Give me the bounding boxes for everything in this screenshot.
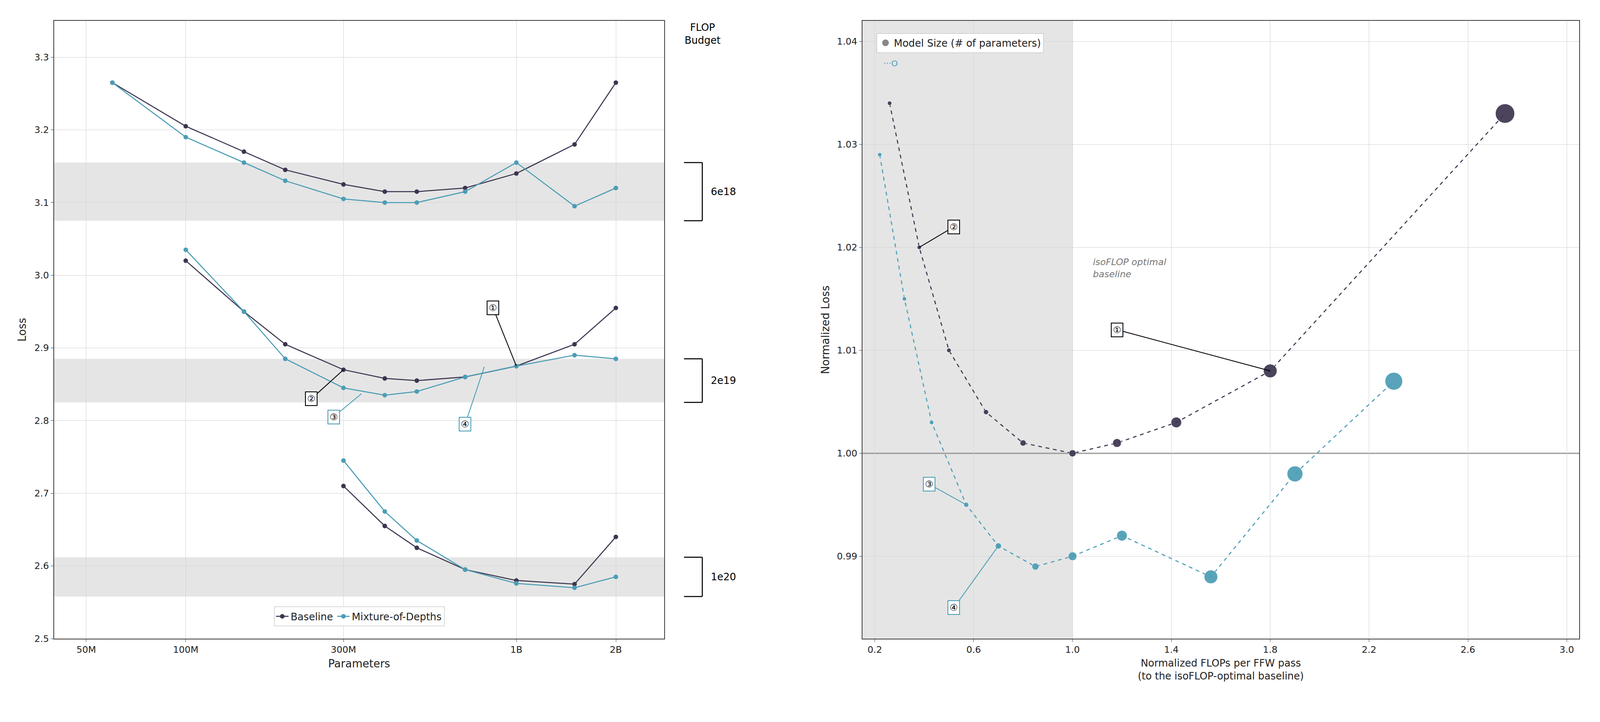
svg-text:50M: 50M [76,644,96,655]
svg-text:0.6: 0.6 [966,644,981,655]
svg-text:④: ④ [460,418,470,430]
svg-text:3.1: 3.1 [34,197,50,208]
svg-text:3.0: 3.0 [1559,644,1575,655]
svg-text:Baseline: Baseline [290,610,334,623]
svg-text:100M: 100M [172,644,199,655]
svg-text:④: ④ [949,602,958,613]
svg-text:3.0: 3.0 [34,270,50,281]
svg-text:1.8: 1.8 [1262,644,1278,655]
svg-text:Model Size (# of parameters): Model Size (# of parameters) [893,37,1041,50]
svg-text:1.02: 1.02 [836,242,858,253]
svg-text:2.9: 2.9 [34,342,50,353]
svg-text:isoFLOP optimalbaseline: isoFLOP optimalbaseline [1092,256,1167,280]
svg-text:①: ① [1112,324,1122,335]
svg-text:2.6: 2.6 [34,560,50,571]
svg-text:Normalized FLOPs per FFW pass(: Normalized FLOPs per FFW pass(to the iso… [1137,657,1304,682]
svg-text:③: ③ [925,478,934,490]
svg-text:2.5: 2.5 [34,633,50,644]
svg-text:1.00: 1.00 [836,447,858,459]
svg-text:2.6: 2.6 [1460,644,1476,655]
svg-text:2e19: 2e19 [710,374,737,387]
svg-text:2.8: 2.8 [34,415,50,426]
svg-text:③: ③ [329,411,338,423]
svg-text:②: ② [949,221,958,233]
svg-text:0.2: 0.2 [867,644,883,655]
svg-text:FLOPBudget: FLOPBudget [684,21,721,47]
svg-text:3.3: 3.3 [34,52,50,63]
svg-text:2.7: 2.7 [34,487,50,499]
svg-text:①: ① [488,302,498,313]
svg-text:1.03: 1.03 [836,139,858,150]
svg-text:Loss: Loss [15,317,29,342]
svg-text:6e18: 6e18 [710,185,737,198]
svg-text:2.2: 2.2 [1361,644,1377,655]
svg-text:300M: 300M [330,644,357,655]
svg-text:0.99: 0.99 [836,550,858,562]
svg-text:1.0: 1.0 [1065,644,1080,655]
svg-text:1B: 1B [510,644,523,655]
svg-text:1.04: 1.04 [836,36,858,47]
svg-text:2B: 2B [610,644,623,655]
svg-text:②: ② [307,393,316,404]
svg-text:···O: ···O [883,58,898,69]
svg-text:Mixture-of-Depths: Mixture-of-Depths [351,610,442,623]
svg-text:Parameters: Parameters [328,657,391,670]
svg-text:Normalized Loss: Normalized Loss [819,285,832,375]
svg-text:1e20: 1e20 [710,570,737,583]
svg-text:3.2: 3.2 [34,124,50,135]
svg-text:1.4: 1.4 [1164,644,1179,655]
svg-text:1.01: 1.01 [836,345,858,356]
